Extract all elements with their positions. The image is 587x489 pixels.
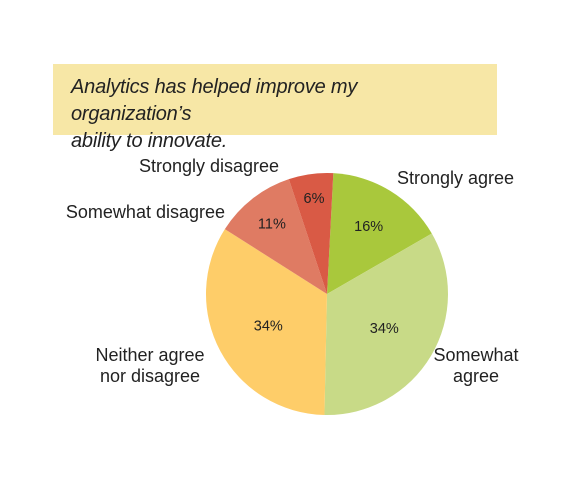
pie-slice-strongly-agree bbox=[327, 173, 432, 294]
slice-category-label: Strongly agree bbox=[397, 168, 514, 188]
slice-category-label: Neither agree bbox=[95, 345, 204, 365]
pie-slice-neither-agree-nor-disagree bbox=[205, 229, 327, 415]
slice-percent-label: 11% bbox=[258, 216, 286, 232]
slice-percent-label: 16% bbox=[354, 219, 383, 235]
slice-percent-label: 34% bbox=[254, 318, 283, 334]
chart-title-line-1: Analytics has helped improve my organiza… bbox=[71, 76, 358, 125]
pie-slice-somewhat-disagree bbox=[224, 179, 327, 294]
pie-slice-strongly-disagree bbox=[288, 173, 334, 294]
slice-category-label: agree bbox=[453, 366, 499, 386]
slice-category-label: Somewhat disagree bbox=[66, 202, 225, 222]
chart-title-line-2: ability to innovate. bbox=[71, 130, 228, 152]
slice-category-label: Somewhat bbox=[433, 345, 518, 365]
slice-category-label: Strongly disagree bbox=[139, 156, 279, 176]
chart-title-box: Analytics has helped improve my organiza… bbox=[53, 64, 497, 152]
slice-percent-label: 34% bbox=[370, 321, 399, 337]
slice-percent-label: 6% bbox=[304, 191, 325, 207]
slice-category-label: nor disagree bbox=[100, 366, 200, 386]
pie-slice-somewhat-agree bbox=[324, 233, 449, 415]
chart-title: Analytics has helped improve my organiza… bbox=[71, 74, 479, 155]
